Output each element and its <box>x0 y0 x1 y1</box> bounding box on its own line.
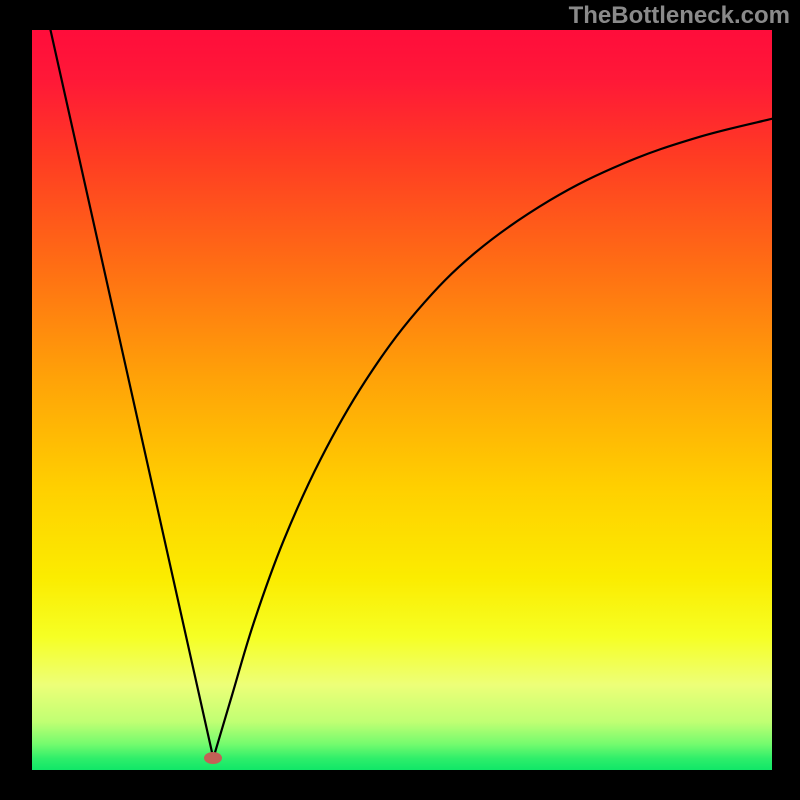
plot-area <box>32 30 772 770</box>
watermark-text: TheBottleneck.com <box>569 2 790 30</box>
gradient-background <box>32 30 772 770</box>
plot-svg <box>32 30 772 770</box>
minimum-marker <box>204 752 222 764</box>
chart-frame: TheBottleneck.com <box>0 0 800 800</box>
